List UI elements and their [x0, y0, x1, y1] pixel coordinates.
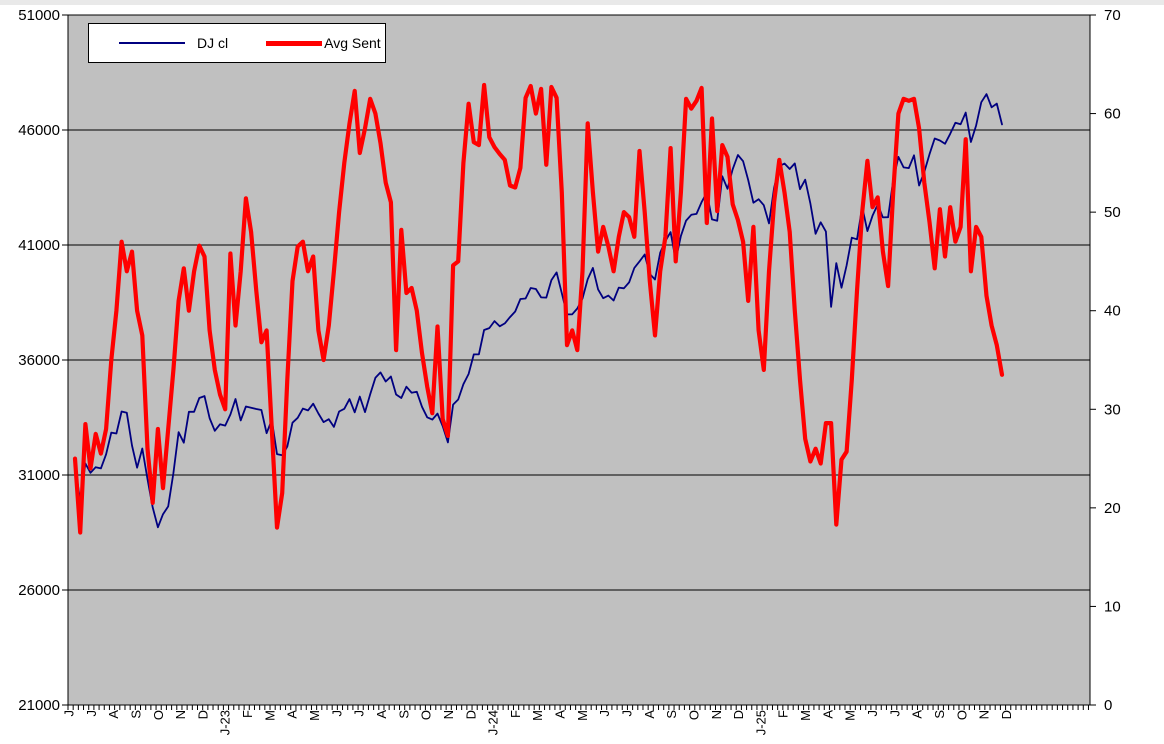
y-right-tick-label: 70	[1104, 7, 1121, 24]
x-month-label: S	[128, 710, 143, 719]
y-right-tick-label: 40	[1104, 303, 1121, 320]
x-month-label: J	[352, 710, 367, 717]
y-left-tick-label: 36000	[18, 352, 60, 369]
x-month-label: A	[553, 710, 568, 719]
y-right-tick-label: 20	[1104, 500, 1121, 517]
x-month-label: M	[843, 710, 858, 721]
y-left-tick-label: 46000	[18, 122, 60, 139]
x-month-label: M	[798, 710, 813, 721]
top-border-strip	[0, 0, 1164, 5]
x-month-label: J	[62, 710, 77, 717]
x-month-label: S	[664, 710, 679, 719]
legend-item-avg-sent: Avg Sent	[266, 35, 381, 51]
x-month-label: M	[530, 710, 545, 721]
y-right-tick-label: 50	[1104, 204, 1121, 221]
x-month-label: M	[262, 710, 277, 721]
x-month-label: M	[575, 710, 590, 721]
x-month-label: A	[106, 710, 121, 719]
x-month-label: N	[709, 710, 724, 719]
x-month-label: D	[999, 710, 1014, 719]
x-month-label: F	[776, 710, 791, 718]
x-month-label: J	[865, 710, 880, 717]
x-month-label: A	[285, 710, 300, 719]
y-left-tick-label: 31000	[18, 467, 60, 484]
x-month-label: O	[954, 710, 969, 720]
x-month-label: A	[820, 710, 835, 719]
dj-cl-line	[74, 93, 1003, 529]
legend-label-dj-cl: DJ cl	[197, 35, 229, 51]
x-month-label: O	[686, 710, 701, 720]
x-month-label: N	[441, 710, 456, 719]
x-month-label: J	[84, 710, 99, 717]
dj-cl-line-swatch	[119, 42, 185, 44]
x-month-label: J-23	[218, 710, 233, 735]
y-left-tick-label: 26000	[18, 582, 60, 599]
x-month-label: J	[597, 710, 612, 717]
avg-sent-line	[72, 82, 1005, 535]
x-month-label: O	[419, 710, 434, 720]
x-month-label: A	[910, 710, 925, 719]
avg-sent-line-swatch	[266, 40, 323, 46]
x-month-label: D	[463, 710, 478, 719]
legend-item-dj-cl: DJ cl	[119, 35, 228, 51]
x-month-label: N	[977, 710, 992, 719]
x-month-label: O	[151, 710, 166, 720]
y-left-tick-label: 51000	[18, 7, 60, 24]
x-month-label: J	[620, 710, 635, 717]
x-month-label: A	[642, 710, 657, 719]
x-month-label: D	[195, 710, 210, 719]
legend: DJ cl Avg Sent	[88, 23, 386, 63]
x-month-label: M	[307, 710, 322, 721]
x-month-label: S	[396, 710, 411, 719]
x-month-label: N	[173, 710, 188, 719]
y-right-tick-label: 60	[1104, 106, 1121, 123]
x-month-label: D	[731, 710, 746, 719]
legend-label-avg-sent: Avg Sent	[324, 35, 381, 51]
y-right-tick-label: 30	[1104, 401, 1121, 418]
x-month-label: J	[329, 710, 344, 717]
y-left-tick-label: 21000	[18, 697, 60, 714]
x-month-label: F	[508, 710, 523, 718]
x-month-label: A	[374, 710, 389, 719]
x-month-label: J	[887, 710, 902, 717]
x-month-label: J-25	[753, 710, 768, 735]
x-month-label: S	[932, 710, 947, 719]
y-right-tick-label: 0	[1104, 697, 1112, 714]
x-month-label: J-24	[486, 710, 501, 735]
y-left-tick-label: 41000	[18, 237, 60, 254]
x-month-label: F	[240, 710, 255, 718]
y-right-tick-label: 10	[1104, 598, 1121, 615]
